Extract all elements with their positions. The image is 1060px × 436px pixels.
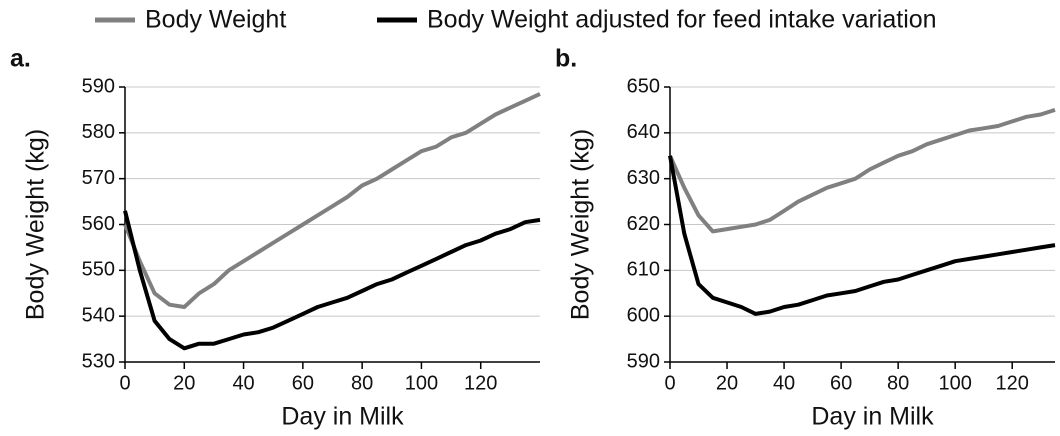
x-tick-label: 0 (664, 372, 675, 394)
x-tick-label: 120 (996, 372, 1029, 394)
x-tick-label: 20 (716, 372, 738, 394)
y-tick-label: 540 (82, 304, 115, 326)
y-tick-label: 650 (627, 75, 660, 97)
x-axis-label: Day in Milk (811, 403, 934, 431)
y-tick-label: 580 (82, 121, 115, 143)
legend-label: Body Weight (145, 6, 286, 34)
x-tick-label: 40 (232, 372, 254, 394)
data-line (668, 155, 1056, 316)
y-tick-label: 600 (627, 304, 660, 326)
y-tick-label: 550 (82, 259, 115, 281)
panel-label: b. (555, 45, 577, 73)
y-tick-label: 620 (627, 213, 660, 235)
y-tick-label: 610 (627, 259, 660, 281)
legend-label: Body Weight adjusted for feed intake var… (427, 6, 937, 34)
data-line (668, 107, 1056, 234)
x-tick-label: 80 (351, 372, 373, 394)
y-axis-label: Body Weight (kg) (567, 129, 595, 320)
x-tick-label: 100 (405, 372, 438, 394)
x-tick-label: 20 (173, 372, 195, 394)
y-tick-label: 640 (627, 121, 660, 143)
y-tick-label: 590 (82, 75, 115, 97)
x-tick-label: 0 (119, 372, 130, 394)
y-tick-label: 570 (82, 167, 115, 189)
panel-label: a. (10, 45, 31, 73)
y-tick-label: 590 (627, 350, 660, 372)
x-tick-label: 60 (292, 372, 314, 394)
data-line (123, 210, 541, 351)
x-tick-label: 120 (464, 372, 497, 394)
x-tick-label: 40 (773, 372, 795, 394)
data-line (123, 92, 541, 309)
x-axis-label: Day in Milk (281, 403, 404, 431)
x-tick-label: 60 (830, 372, 852, 394)
x-tick-label: 100 (938, 372, 971, 394)
y-axis-label: Body Weight (kg) (22, 129, 50, 320)
y-tick-label: 530 (82, 350, 115, 372)
y-tick-label: 560 (82, 213, 115, 235)
x-tick-label: 80 (887, 372, 909, 394)
y-tick-label: 630 (627, 167, 660, 189)
